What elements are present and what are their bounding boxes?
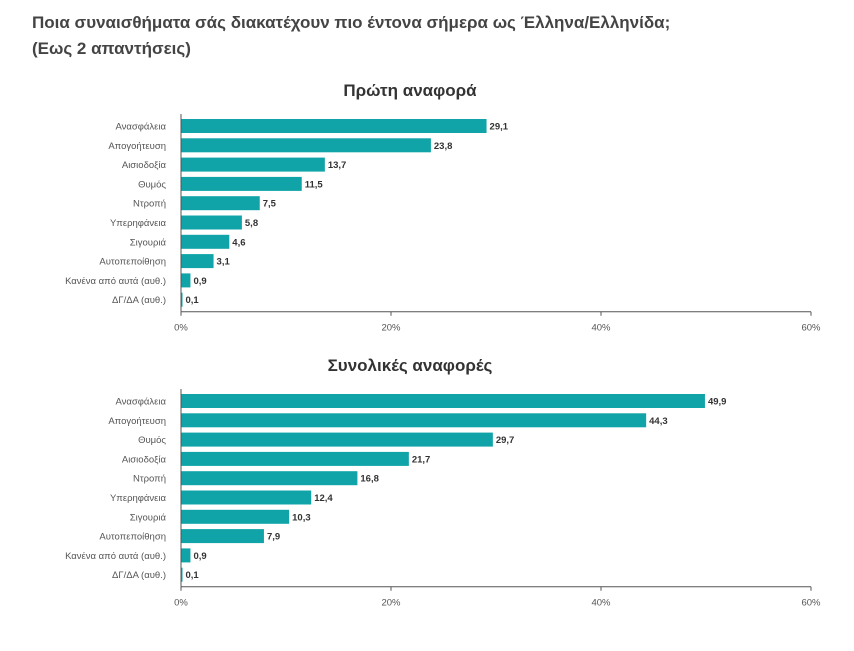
value-label: 16,8 (360, 474, 379, 485)
category-label: Αισιοδοξία (122, 160, 167, 171)
value-label: 29,7 (496, 435, 514, 446)
bar (181, 157, 325, 172)
value-label: 12,4 (314, 493, 333, 504)
category-label: Κανένα από αυτά (αυθ.) (65, 551, 166, 562)
bar (181, 273, 191, 288)
category-label: Ντροπή (133, 474, 166, 485)
category-label: Απογοήτευση (108, 141, 166, 152)
bar (181, 215, 242, 230)
category-label: Ανασφάλεια (115, 397, 166, 408)
value-label: 21,7 (412, 454, 431, 465)
category-label: Αυτοπεποίθηση (99, 532, 166, 543)
chart-title: Συνολικές αναφορές (328, 356, 493, 375)
bar (181, 234, 230, 249)
bar (181, 413, 647, 428)
value-label: 4,6 (232, 237, 245, 248)
title-line-2: (Εως 2 απαντήσεις) (32, 39, 191, 58)
chart-total-mentions: Συνολικές αναφορές Ανασφάλεια 49,9 Απογοήτε… (65, 356, 821, 609)
value-label: 44,3 (649, 416, 668, 427)
bar (181, 548, 191, 563)
x-tick-label: 60% (801, 598, 821, 609)
value-label: 0,9 (193, 551, 206, 562)
chart-first-mention: Πρώτη αναφορά Ανασφάλεια 29,1 Απογοήτευση 23… (65, 81, 821, 334)
x-tick-label: 60% (801, 323, 821, 334)
category-label: Υπερηφάνεια (110, 218, 167, 229)
category-label: Θυμός (138, 435, 166, 446)
value-label: 7,5 (263, 199, 277, 210)
category-label: ΔΓ/ΔΑ (αυθ.) (112, 570, 166, 581)
category-label: Ντροπή (133, 199, 166, 210)
bar (181, 119, 487, 133)
x-tick-label: 0% (174, 323, 188, 334)
bar (181, 138, 431, 153)
value-label: 7,9 (267, 532, 280, 543)
value-label: 0,1 (186, 295, 200, 306)
value-label: 3,1 (217, 257, 231, 268)
x-tick-label: 20% (381, 323, 401, 334)
bar (181, 451, 409, 466)
page-title: Ποια συναισθήματα σάς διακατέχουν πιο έν… (32, 10, 832, 62)
title-line-1: Ποια συναισθήματα σάς διακατέχουν πιο έν… (32, 13, 671, 32)
bar (181, 432, 493, 447)
value-label: 11,5 (305, 179, 324, 190)
bar (181, 567, 183, 582)
bar (181, 292, 183, 307)
bar (181, 254, 214, 269)
value-label: 23,8 (434, 141, 453, 152)
bar (181, 509, 290, 524)
bar (181, 471, 358, 486)
category-label: Ανασφάλεια (115, 122, 166, 133)
category-label: Σιγουριά (130, 512, 167, 523)
x-tick-label: 40% (591, 598, 611, 609)
x-tick-label: 20% (381, 598, 401, 609)
category-label: Κανένα από αυτά (αυθ.) (65, 276, 166, 287)
bar (181, 394, 705, 408)
category-label: Αυτοπεποίθηση (99, 257, 166, 268)
value-label: 10,3 (292, 512, 311, 523)
value-label: 29,1 (490, 122, 509, 133)
category-label: Απογοήτευση (108, 416, 166, 427)
value-label: 49,9 (708, 397, 727, 408)
category-label: ΔΓ/ΔΑ (αυθ.) (112, 295, 166, 306)
category-label: Θυμός (138, 179, 166, 190)
value-label: 0,1 (186, 570, 200, 581)
bar (181, 196, 260, 211)
chart-title: Πρώτη αναφορά (343, 81, 477, 100)
bar (181, 529, 264, 544)
category-label: Αισιοδοξία (122, 454, 167, 465)
category-label: Υπερηφάνεια (110, 493, 167, 504)
value-label: 0,9 (193, 276, 206, 287)
value-label: 13,7 (328, 160, 347, 171)
bar (181, 490, 312, 505)
bar (181, 176, 302, 191)
x-tick-label: 0% (174, 598, 188, 609)
x-tick-label: 40% (591, 323, 611, 334)
value-label: 5,8 (245, 218, 258, 229)
category-label: Σιγουριά (130, 237, 167, 248)
